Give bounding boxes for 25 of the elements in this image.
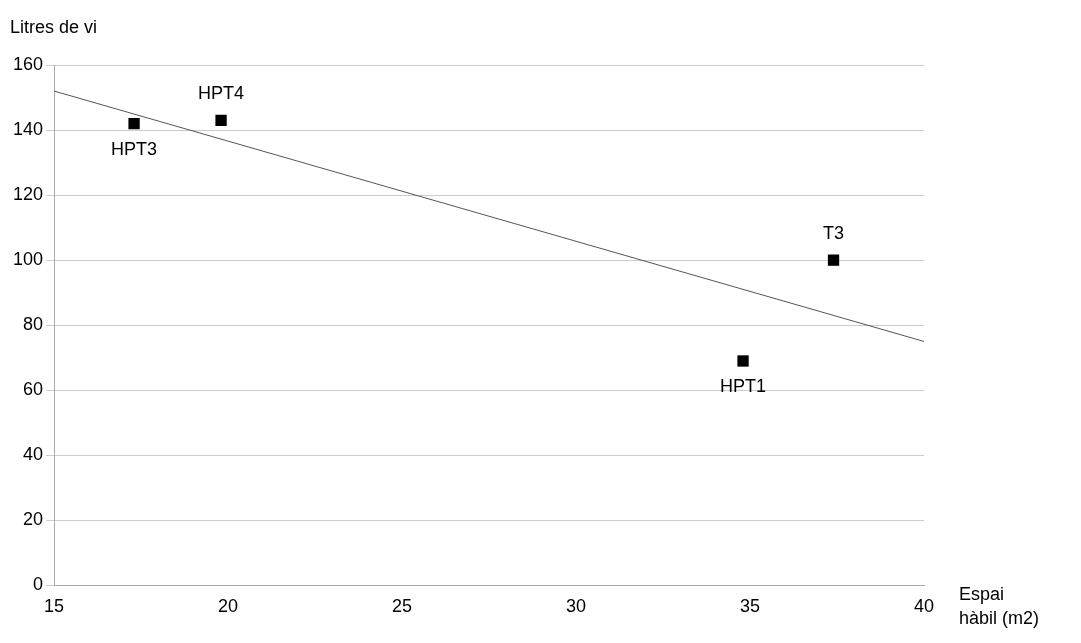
x-tick-label: 40 — [913, 596, 935, 617]
y-tick-label: 80 — [23, 314, 44, 335]
point — [827, 254, 840, 266]
x-axis-title: Espai hàbil (m2) — [959, 584, 1040, 629]
y-tick-label: 20 — [23, 509, 44, 530]
annotation: HPT3 — [111, 138, 158, 159]
point — [737, 355, 749, 367]
annotation: T3 — [823, 223, 845, 244]
x-tick-label: 20 — [218, 596, 239, 617]
y-tick-label: 140 — [12, 119, 44, 140]
x-tick-label: 25 — [392, 596, 413, 617]
y-tick-label: 60 — [23, 379, 44, 400]
y-tick-label: 100 — [12, 249, 44, 270]
y-tick-label: 160 — [12, 53, 44, 74]
x-tick-label: 30 — [566, 596, 587, 617]
x-tick-label: 15 — [44, 596, 65, 617]
point — [128, 117, 140, 130]
annotation: HPT1 — [720, 375, 767, 396]
y-axis-title: Litres de vi — [10, 16, 98, 37]
point — [215, 114, 227, 126]
y-tick-label: 120 — [12, 184, 44, 205]
x-tick-label: 35 — [739, 596, 761, 617]
y-tick-label: 0 — [33, 574, 44, 595]
annotation: HPT4 — [198, 83, 245, 104]
y-tick-label: 40 — [23, 444, 44, 465]
